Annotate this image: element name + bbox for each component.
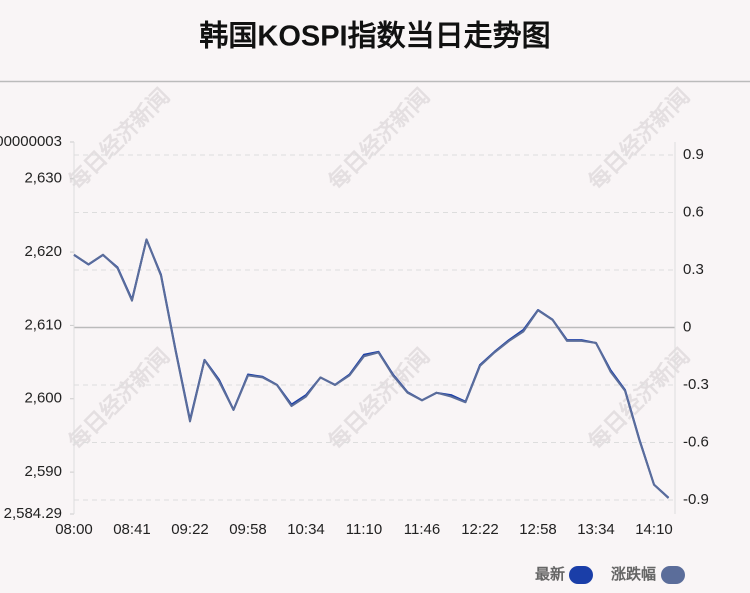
legend-swatch xyxy=(569,566,593,584)
legend-label: 最新 xyxy=(535,565,565,583)
x-tick-label: 11:46 xyxy=(404,521,440,538)
x-tick-label: 12:58 xyxy=(519,521,557,538)
x-tick-label: 10:34 xyxy=(287,521,325,538)
y-tick-label: 2,590 xyxy=(24,463,62,480)
y2-tick-label: -0.9 xyxy=(683,491,709,508)
legend-swatch xyxy=(661,566,685,584)
x-tick-label: 09:58 xyxy=(229,521,267,538)
legend-label: 涨跌幅 xyxy=(611,565,656,583)
chart-title: 韩国KOSPI指数当日走势图 xyxy=(199,20,550,53)
y2-tick-label: -0.3 xyxy=(683,376,709,393)
x-tick-label: 08:00 xyxy=(55,521,93,538)
y2-tick-label: 0.6 xyxy=(683,203,704,220)
x-tick-label: 11:10 xyxy=(346,521,382,538)
x-tick-label: 08:41 xyxy=(113,521,151,538)
x-tick-label: 13:34 xyxy=(577,521,615,538)
y2-tick-label: -0.6 xyxy=(683,433,709,450)
y2-tick-label: 0.9 xyxy=(683,146,704,163)
y-tick-label: 2,630 xyxy=(24,170,62,187)
series-line xyxy=(73,238,670,499)
x-tick-label: 14:10 xyxy=(635,521,673,538)
y2-tick-label: 0.3 xyxy=(683,261,704,278)
y-tick-label: 2,620 xyxy=(24,243,62,260)
plot-area: -0.9 -0.6 -0.3 0 0.3 0.6 0.9 2,584.29 2,590 2,600… xyxy=(0,133,709,538)
x-tick-label: 09:22 xyxy=(171,521,209,538)
y-tick-label: 2,600 xyxy=(24,390,62,407)
x-tick-label: 12:22 xyxy=(461,521,499,538)
y2-tick-label: 0 xyxy=(683,318,691,335)
y-tick-label: 2,610 xyxy=(24,316,62,333)
y-tick-label: 2,584.29 xyxy=(4,505,62,522)
y-tick-label: 2,635.0000000003 xyxy=(0,133,62,150)
